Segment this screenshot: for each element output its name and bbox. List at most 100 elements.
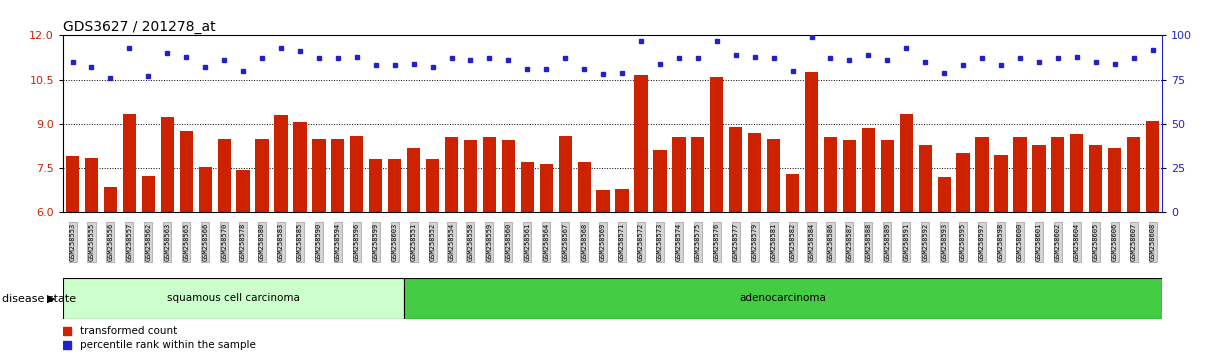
Text: GSM258576: GSM258576 — [713, 223, 719, 261]
Bar — [520, 162, 534, 212]
Bar — [369, 159, 382, 212]
Bar — [672, 137, 685, 212]
Bar — [351, 136, 364, 212]
Text: GSM258603: GSM258603 — [392, 223, 398, 261]
Bar — [483, 137, 496, 212]
Text: GSM258587: GSM258587 — [847, 223, 853, 261]
Text: GSM258564: GSM258564 — [543, 223, 549, 261]
Bar — [142, 176, 155, 212]
Text: GSM258565: GSM258565 — [183, 223, 189, 261]
Text: GSM258572: GSM258572 — [638, 223, 644, 261]
Text: GSM258606: GSM258606 — [1111, 223, 1117, 261]
Text: GSM258601: GSM258601 — [1036, 223, 1042, 261]
Text: GSM258581: GSM258581 — [770, 223, 776, 261]
Text: GSM258567: GSM258567 — [562, 223, 568, 261]
Bar — [577, 162, 591, 212]
Text: GSM258557: GSM258557 — [126, 223, 132, 261]
Text: GSM258574: GSM258574 — [676, 223, 682, 261]
Text: adenocarcinoma: adenocarcinoma — [740, 293, 826, 303]
Bar — [995, 155, 1008, 212]
Text: GSM258594: GSM258594 — [335, 223, 341, 261]
Text: GSM258588: GSM258588 — [865, 223, 871, 261]
Bar — [861, 128, 875, 212]
Bar — [408, 148, 420, 212]
Bar — [388, 159, 402, 212]
Bar — [1107, 148, 1121, 212]
Bar — [786, 174, 799, 212]
Bar — [123, 114, 136, 212]
Bar — [881, 140, 894, 212]
Text: GSM258571: GSM258571 — [619, 223, 625, 261]
Bar — [654, 150, 667, 212]
Text: GSM258599: GSM258599 — [372, 223, 378, 261]
Text: GSM258575: GSM258575 — [695, 223, 701, 261]
Text: squamous cell carcinoma: squamous cell carcinoma — [167, 293, 300, 303]
Bar — [1089, 144, 1103, 212]
Text: GSM258577: GSM258577 — [733, 223, 739, 261]
Bar — [710, 77, 723, 212]
Text: GSM258551: GSM258551 — [411, 223, 416, 261]
Text: GSM258570: GSM258570 — [221, 223, 227, 261]
Bar — [597, 190, 610, 212]
Text: GSM258586: GSM258586 — [827, 223, 833, 261]
Bar — [540, 164, 553, 212]
Text: GSM258596: GSM258596 — [354, 223, 360, 261]
Text: GSM258580: GSM258580 — [260, 223, 264, 261]
Bar — [729, 127, 742, 212]
Bar — [1127, 137, 1140, 212]
Bar — [104, 187, 118, 212]
Text: GSM258597: GSM258597 — [979, 223, 985, 261]
Text: GSM258590: GSM258590 — [315, 223, 321, 261]
Bar — [767, 139, 780, 212]
Bar — [558, 136, 571, 212]
Text: GSM258569: GSM258569 — [600, 223, 606, 261]
Bar — [160, 116, 173, 212]
Bar — [843, 140, 856, 212]
Bar — [1146, 121, 1160, 212]
Bar — [938, 177, 951, 212]
Text: GSM258563: GSM258563 — [164, 223, 170, 261]
Bar — [445, 137, 459, 212]
Text: GSM258553: GSM258553 — [69, 223, 75, 261]
Text: GSM258604: GSM258604 — [1074, 223, 1080, 261]
Text: GSM258608: GSM258608 — [1150, 223, 1156, 261]
Bar — [199, 167, 212, 212]
Bar — [824, 137, 837, 212]
Text: GSM258591: GSM258591 — [904, 223, 910, 261]
Bar — [918, 144, 932, 212]
Text: transformed count: transformed count — [80, 326, 177, 336]
Text: GSM258573: GSM258573 — [657, 223, 664, 261]
Text: GSM258560: GSM258560 — [506, 223, 512, 261]
Text: GSM258605: GSM258605 — [1093, 223, 1099, 261]
Bar — [463, 140, 477, 212]
Bar — [1052, 137, 1065, 212]
Text: GSM258598: GSM258598 — [998, 223, 1004, 261]
Text: GSM258556: GSM258556 — [108, 223, 114, 261]
Bar — [1070, 134, 1083, 212]
Text: GSM258595: GSM258595 — [961, 223, 966, 261]
Bar — [615, 189, 628, 212]
Text: GSM258559: GSM258559 — [486, 223, 492, 261]
Bar — [180, 131, 193, 212]
Bar — [66, 156, 79, 212]
Text: GSM258558: GSM258558 — [467, 223, 473, 261]
Text: GSM258583: GSM258583 — [278, 223, 284, 261]
Text: GSM258566: GSM258566 — [203, 223, 209, 261]
Bar — [294, 122, 307, 212]
Text: GSM258607: GSM258607 — [1131, 223, 1137, 261]
Bar — [256, 139, 268, 212]
Text: GSM258584: GSM258584 — [809, 223, 814, 261]
Bar — [975, 137, 989, 212]
Text: GDS3627 / 201278_at: GDS3627 / 201278_at — [63, 21, 216, 34]
Text: GSM258554: GSM258554 — [449, 223, 455, 261]
Text: GSM258562: GSM258562 — [146, 223, 152, 261]
Text: GSM258555: GSM258555 — [89, 223, 95, 261]
Bar — [634, 75, 648, 212]
Bar — [1013, 137, 1026, 212]
Text: GSM258579: GSM258579 — [752, 223, 758, 261]
Bar — [900, 114, 913, 212]
Text: GSM258589: GSM258589 — [884, 223, 890, 261]
Text: GSM258585: GSM258585 — [297, 223, 303, 261]
Bar — [805, 72, 818, 212]
Bar — [85, 158, 98, 212]
